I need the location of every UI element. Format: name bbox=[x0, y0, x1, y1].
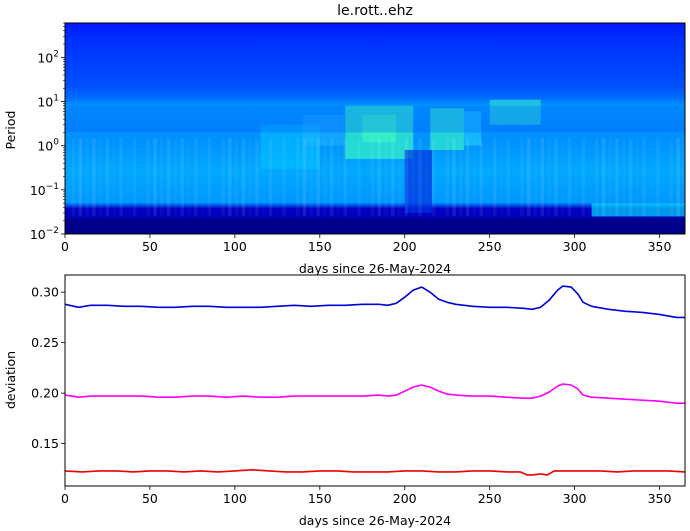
y-tick-label: 10−2 bbox=[30, 226, 59, 242]
x-tick-label: 200 bbox=[393, 491, 417, 506]
x-tick-label: 250 bbox=[478, 491, 502, 506]
x-tick-label: 250 bbox=[478, 239, 502, 254]
series-line-1 bbox=[65, 285, 685, 319]
x-tick-label: 300 bbox=[563, 239, 587, 254]
x-tick-label: 50 bbox=[142, 491, 158, 506]
y-tick-label: 0.30 bbox=[31, 285, 59, 300]
heatmap-x-ticks: 0 50 100 150 200 250 300 350 bbox=[61, 234, 671, 254]
x-tick-label: 0 bbox=[61, 239, 69, 254]
y-tick-label: 100 bbox=[37, 138, 59, 154]
y-tick-label: 0.15 bbox=[31, 436, 59, 451]
x-tick-label: 350 bbox=[648, 239, 672, 254]
deviation-panel: 0 50 100 150 200 250 300 350 0.15 0.20 0.25 0.30 d… bbox=[3, 274, 686, 528]
heatmap-y-ticks: 10−2 10−1 100 101 102 bbox=[30, 22, 65, 242]
deviation-x-label: days since 26-May-2024 bbox=[299, 513, 451, 528]
x-tick-label: 150 bbox=[308, 491, 332, 506]
heatmap-image bbox=[65, 23, 685, 234]
x-tick-label: 0 bbox=[61, 491, 69, 506]
x-tick-label: 200 bbox=[393, 239, 417, 254]
heatmap-x-label: days since 26-May-2024 bbox=[299, 261, 451, 276]
heatmap-y-label: Period bbox=[3, 111, 18, 150]
deviation-y-ticks: 0.15 0.20 0.25 0.30 bbox=[31, 285, 65, 451]
deviation-lines bbox=[65, 285, 685, 476]
x-tick-label: 50 bbox=[142, 239, 158, 254]
y-tick-label: 0.20 bbox=[31, 386, 59, 401]
chart-title: le.rott..ehz bbox=[337, 3, 413, 19]
y-tick-label: 10−1 bbox=[30, 182, 59, 198]
heatmap-panel: le.rott..ehz 0 50 100 150 200 250 300 350 10−21… bbox=[3, 3, 686, 276]
deviation-x-ticks: 0 50 100 150 200 250 300 350 bbox=[61, 486, 671, 506]
y-tick-label: 0.25 bbox=[31, 335, 59, 350]
deviation-frame bbox=[64, 274, 686, 487]
series-line-3 bbox=[65, 469, 685, 476]
x-tick-label: 150 bbox=[308, 239, 332, 254]
x-tick-label: 100 bbox=[223, 491, 247, 506]
heatmap-frame bbox=[64, 22, 686, 235]
x-tick-label: 350 bbox=[648, 491, 672, 506]
series-line-2 bbox=[65, 383, 685, 404]
deviation-y-label: deviation bbox=[3, 351, 18, 409]
x-tick-label: 300 bbox=[563, 491, 587, 506]
x-tick-label: 100 bbox=[223, 239, 247, 254]
y-tick-label: 101 bbox=[37, 94, 59, 110]
y-tick-label: 102 bbox=[37, 49, 59, 65]
